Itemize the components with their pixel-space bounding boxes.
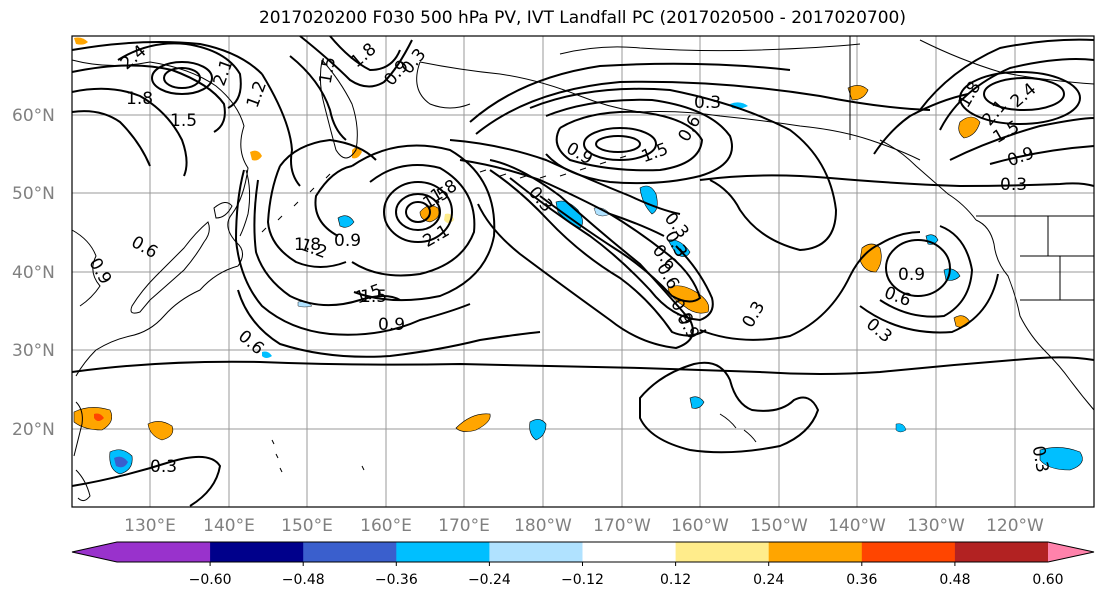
lon-tick-label: 170°W (593, 516, 651, 536)
contour-label: 1.5 (360, 287, 387, 307)
plot-title: 2017020200 F030 500 hPa PV, IVT Landfall… (258, 8, 906, 28)
lat-tick-label: 40°N (12, 263, 55, 283)
lon-tick-label: 150°E (281, 516, 333, 536)
lat-tick-label: 50°N (12, 184, 55, 204)
lon-tick-label: 150°W (750, 516, 808, 536)
colorbar-tick-label: 0.60 (1032, 572, 1063, 588)
colorbar-tick-label: −0.24 (468, 572, 511, 588)
colorbar-outline (71, 541, 1095, 563)
lon-tick-label: 130°E (124, 516, 176, 536)
colorbar-band (303, 542, 397, 562)
colorbar (71, 541, 1095, 566)
colorbar-band (582, 542, 677, 562)
contour-label: 1.8 (126, 89, 153, 109)
colorbar-band (489, 542, 583, 562)
contour-label: 0.9 (334, 231, 361, 251)
longitude-labels: 130°E 140°E 150°E 160°E 170°E 180°W 170°… (124, 516, 1044, 536)
lat-tick-label: 60°N (12, 106, 55, 126)
colorbar-tick-label: 0.36 (846, 572, 877, 588)
colorbar-band (210, 542, 304, 562)
gridlines (72, 36, 1094, 507)
lon-tick-label: 140°W (828, 516, 886, 536)
colorbar-band (675, 542, 770, 562)
colorbar-tick-label: −0.60 (189, 572, 232, 588)
contour-label: 1.8 (294, 235, 321, 255)
colorbar-band (861, 542, 956, 562)
contour-label: 0.3 (1000, 175, 1027, 195)
lat-tick-label: 20°N (12, 420, 55, 440)
colorbar-band (768, 542, 863, 562)
lon-tick-label: 140°E (203, 516, 255, 536)
colorbar-band (117, 542, 211, 562)
lon-tick-label: 170°E (438, 516, 490, 536)
latitude-labels: 60°N 50°N 40°N 30°N 20°N (12, 106, 55, 440)
contour-label: 0.3 (150, 457, 177, 477)
lat-tick-label: 30°N (12, 341, 55, 361)
lon-tick-label: 120°W (986, 516, 1044, 536)
contour-label: 0.3 (694, 93, 721, 113)
contour-label: 0.9 (898, 265, 925, 285)
colorbar-tick-label: −0.36 (375, 572, 418, 588)
colorbar-extend-low (72, 542, 117, 562)
lon-tick-label: 130°W (907, 516, 965, 536)
contour-label: 1.5 (316, 55, 340, 85)
colorbar-tick-label: 0.48 (939, 572, 970, 588)
pv-contours (71, 35, 1095, 507)
colorbar-tick-labels: −0.60 −0.48 −0.36 −0.24 −0.12 0.12 0.24 … (189, 572, 1064, 588)
colorbar-band (954, 542, 1049, 562)
lon-tick-label: 180°W (514, 516, 572, 536)
colorbar-extend-high (1048, 542, 1094, 562)
contour-label: 0.3 (1028, 444, 1052, 474)
colorbar-tick-label: −0.12 (561, 572, 604, 588)
contour-label: 0.9 (378, 315, 405, 335)
colorbar-band (396, 542, 490, 562)
lon-tick-label: 160°E (360, 516, 412, 536)
map-frame (71, 35, 1095, 508)
colorbar-tick-label: −0.48 (282, 572, 325, 588)
contour-label: 1.5 (170, 111, 197, 131)
colorbar-tick-label: 0.12 (660, 572, 691, 588)
lon-tick-label: 160°W (671, 516, 729, 536)
colorbar-tick-label: 0.24 (753, 572, 784, 588)
